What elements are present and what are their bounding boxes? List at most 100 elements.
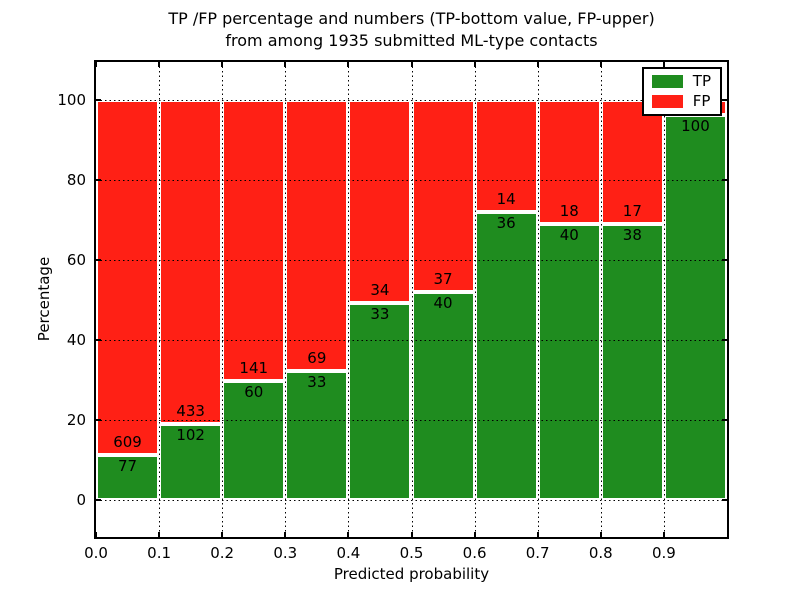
chart-title: TP /FP percentage and numbers (TP-bottom… (96, 8, 727, 52)
v-gridline (537, 62, 539, 537)
legend-entry-tp: TP (651, 72, 711, 90)
y-tick-label: 100 (57, 91, 86, 109)
x-tick-label: 0.2 (210, 544, 235, 562)
y-tick-mark (722, 499, 727, 501)
x-tick-mark (221, 532, 224, 537)
chart-title-line2: from among 1935 submitted ML-type contac… (225, 31, 598, 50)
chart-title-line1: TP /FP percentage and numbers (TP-bottom… (168, 9, 655, 28)
v-gridline (222, 62, 224, 537)
tp-count-label: 33 (307, 372, 327, 391)
y-tick-label: 40 (66, 331, 86, 349)
y-tick-mark (722, 179, 727, 181)
x-tick-label: 0.4 (336, 544, 361, 562)
legend-label-tp: TP (692, 72, 711, 90)
bar-segment-fp (159, 100, 223, 424)
bar-segment-tp (474, 212, 538, 500)
x-tick-label: 0.3 (273, 544, 298, 562)
legend-swatch-fp (651, 95, 683, 108)
bar-segment-tp (96, 455, 160, 500)
plot-area: 609 77 433 102 141 60 69 33 34 33 37 40 14 36 18 40 17 38… (94, 60, 729, 539)
y-tick-mark (96, 499, 101, 501)
bar-segment-fp (411, 100, 475, 293)
x-tick-mark (599, 532, 602, 537)
x-tick-label: 0.1 (147, 544, 172, 562)
x-tick-label: 0.7 (525, 544, 550, 562)
x-tick-mark (158, 62, 161, 67)
bar-segment-fp (474, 100, 538, 212)
y-tick-mark (96, 179, 101, 181)
x-tick-mark (473, 62, 476, 67)
x-tick-mark (95, 62, 97, 67)
v-gridline (411, 62, 413, 537)
tp-count-label: 40 (559, 226, 579, 245)
x-tick-label: 0.9 (651, 544, 676, 562)
bar-segment-tp (348, 302, 412, 500)
fp-count-label: 141 (239, 358, 269, 377)
bar-segment-tp (600, 223, 664, 500)
x-tick-label: 0.8 (588, 544, 613, 562)
legend-label-fp: FP (692, 92, 711, 110)
y-tick-mark (722, 99, 727, 101)
x-tick-mark (347, 62, 350, 67)
fp-count-label: 37 (433, 270, 453, 289)
y-tick-label: 80 (66, 171, 86, 189)
bar-segment-tp (537, 224, 601, 500)
fp-count-label: 18 (559, 202, 579, 221)
v-gridline (285, 62, 287, 537)
y-tick-mark (96, 339, 101, 341)
x-tick-label: 0.0 (84, 544, 108, 562)
bar-segment-fp (600, 100, 664, 224)
bar-segment-fp (537, 100, 601, 225)
tp-count-label: 40 (433, 294, 453, 313)
legend-entry-fp: FP (651, 92, 711, 110)
tp-count-label: 102 (176, 425, 205, 444)
bar-segment-fp (348, 100, 412, 303)
legend: TP FP (641, 67, 722, 116)
bar-segment-tp (222, 380, 286, 500)
v-gridline (663, 62, 665, 537)
x-tick-mark (284, 532, 287, 537)
x-tick-mark (536, 62, 539, 67)
x-tick-mark (284, 62, 287, 67)
fp-count-label: 433 (176, 401, 205, 420)
bar-segment-tp (663, 115, 727, 500)
bar-segment-tp (411, 292, 475, 500)
bar-segment-fp (285, 100, 349, 371)
x-tick-mark (410, 62, 413, 67)
fp-count-label: 17 (622, 201, 642, 220)
tp-count-label: 38 (622, 225, 642, 244)
fp-count-label: 34 (370, 280, 390, 299)
tp-count-label: 60 (244, 382, 264, 401)
fp-count-label: 14 (496, 190, 516, 208)
y-tick-mark (96, 419, 101, 421)
fp-count-label: 69 (307, 348, 327, 367)
x-tick-mark (536, 532, 539, 537)
bar-segment-tp (285, 370, 349, 500)
y-axis-label: Percentage (35, 256, 53, 342)
y-tick-mark (722, 339, 727, 341)
tp-count-label: 33 (370, 304, 390, 323)
x-tick-label: 0.5 (399, 544, 424, 562)
x-tick-label: 0.6 (462, 544, 487, 562)
fp-count-label: 609 (113, 433, 142, 452)
tp-count-label: 36 (496, 214, 516, 232)
y-tick-label: 0 (76, 491, 86, 509)
x-tick-mark (347, 532, 350, 537)
tp-count-label: 77 (118, 457, 138, 476)
y-tick-mark (722, 419, 727, 421)
y-tick-label: 20 (66, 411, 86, 429)
y-tick-mark (722, 259, 727, 261)
x-tick-mark (95, 532, 97, 537)
bar-segment-fp (96, 100, 160, 456)
bar-segment-fp (222, 100, 286, 381)
y-tick-mark (96, 259, 101, 261)
x-tick-mark (599, 62, 602, 67)
v-gridline (474, 62, 476, 537)
bar-segment-tp (159, 423, 223, 500)
x-tick-mark (158, 532, 161, 537)
x-axis-label: Predicted probability (333, 565, 490, 583)
x-tick-mark (662, 532, 665, 537)
legend-swatch-tp (651, 75, 683, 88)
x-tick-mark (410, 532, 413, 537)
